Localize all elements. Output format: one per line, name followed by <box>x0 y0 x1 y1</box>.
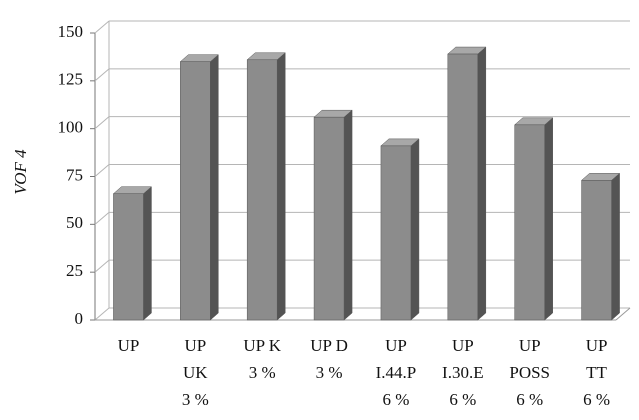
y-tick-label: 0 <box>75 309 84 328</box>
bar <box>447 46 487 321</box>
y-tick-label: 25 <box>66 261 83 280</box>
bar-front <box>447 53 479 321</box>
bar-front <box>180 61 211 321</box>
bar-front <box>514 124 545 321</box>
y-tick-label: 75 <box>66 165 83 184</box>
y-tick-label: 125 <box>58 70 84 89</box>
bar-side <box>477 46 487 321</box>
grid-line <box>94 20 110 34</box>
floor-edge <box>615 307 631 321</box>
grid-line <box>94 259 110 273</box>
bar-front <box>246 59 278 321</box>
grid-line <box>94 164 110 177</box>
grid-line <box>94 68 110 82</box>
x-tick-label: 6 % <box>449 390 476 409</box>
bar <box>380 138 420 321</box>
bar <box>313 109 353 321</box>
x-tick-label: I.30.E <box>442 363 484 382</box>
x-tick-label: UP <box>385 336 407 355</box>
bar-side <box>410 138 420 321</box>
bar <box>179 54 219 321</box>
y-axis-label: VOF 4 <box>11 149 30 195</box>
bar-front <box>313 116 345 321</box>
bar <box>514 117 554 321</box>
x-tick-label: 6 % <box>516 390 543 409</box>
x-tick-label: UK <box>183 363 208 382</box>
x-tick-label: UP <box>586 336 608 355</box>
x-tick-label: 3 % <box>249 363 276 382</box>
bar <box>246 52 286 321</box>
y-tick-label: 100 <box>58 118 84 137</box>
bar-front <box>113 193 144 321</box>
x-tick-label: UP <box>118 336 140 355</box>
bar <box>112 186 153 321</box>
x-tick-label: UP <box>452 336 474 355</box>
x-tick-label: TT <box>586 363 607 382</box>
x-tick-label: 6 % <box>382 390 409 409</box>
x-tick-label: UP <box>184 336 206 355</box>
x-tick-label: I.44.P <box>376 363 417 382</box>
x-tick-label: 3 % <box>182 390 209 409</box>
bar <box>580 172 621 321</box>
x-tick-label: POSS <box>509 363 550 382</box>
x-tick-label: UP K <box>243 336 281 355</box>
bar-side <box>143 186 152 321</box>
grid-line <box>94 307 110 321</box>
bar-front <box>581 180 612 321</box>
bar-side <box>276 52 286 321</box>
x-tick-label: 6 % <box>583 390 610 409</box>
x-tick-label: 3 % <box>316 363 343 382</box>
bar-front <box>380 145 412 321</box>
bar-side <box>210 54 219 321</box>
x-tick-label: UP D <box>310 336 348 355</box>
y-tick-label: 50 <box>66 213 83 232</box>
y-tick-label: 150 <box>58 22 84 41</box>
bar-side <box>611 172 620 321</box>
grid-line <box>94 116 110 130</box>
bar-side <box>343 109 353 321</box>
bar-side <box>544 117 553 321</box>
grid-line <box>94 211 110 225</box>
x-tick-label: UP <box>519 336 541 355</box>
